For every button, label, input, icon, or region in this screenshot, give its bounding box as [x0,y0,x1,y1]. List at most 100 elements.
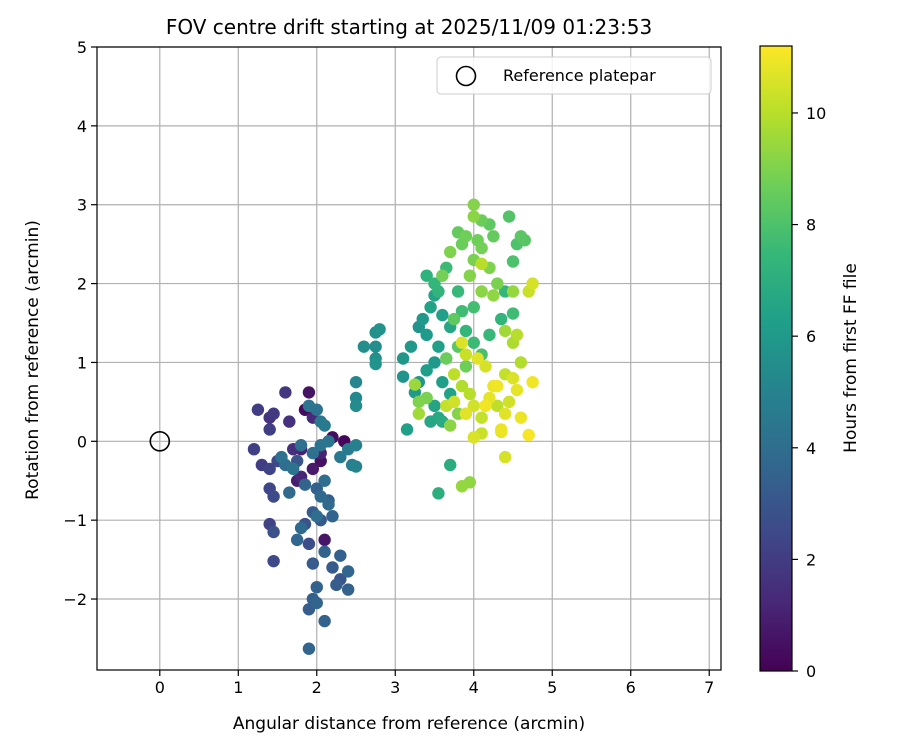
data-point [436,375,449,389]
data-point [491,399,504,413]
y-axis-label: Rotation from reference (arcmin) [23,220,43,500]
data-point [463,387,477,401]
data-point [459,324,473,338]
data-point [479,360,492,373]
data-point [416,312,429,326]
data-point [487,289,500,302]
data-point [412,407,426,420]
data-point [349,460,363,473]
data-point [483,328,496,342]
colorbar-tick-label: 0 [806,662,816,681]
data-point [306,557,320,570]
data-point [322,498,335,511]
data-point [373,323,386,336]
data-point [498,407,512,420]
data-point [408,378,422,391]
data-point [491,379,504,393]
data-point [334,450,347,464]
data-point [287,462,300,476]
data-point [420,364,433,377]
colorbar: 0 2 4 6 8 10 Hours from first FF file [759,45,861,681]
data-point [341,565,355,578]
data-point [334,549,347,562]
data-point [506,307,520,320]
data-point [479,399,492,413]
data-point [290,533,304,547]
data-point [396,352,410,365]
legend-marker [455,65,477,87]
y-tick-label: 5 [77,38,87,57]
data-point [318,419,331,432]
data-point [326,510,339,523]
y-tick-label: 2 [77,275,87,294]
data-point [526,375,539,389]
data-point [436,269,449,282]
data-point [314,490,327,503]
data-point [267,525,280,539]
data-point [526,277,539,290]
data-point [310,510,323,523]
x-tick-label: 0 [155,678,165,697]
data-point [424,301,437,314]
colorbar-ticks: 0 2 4 6 8 10 [792,104,826,681]
y-tick-label: −1 [63,511,87,530]
data-point [467,336,480,349]
data-point [349,399,363,413]
data-point [369,357,382,371]
data-point [475,411,488,424]
data-point [318,533,331,547]
data-point [349,439,363,452]
data-point [467,198,480,211]
y-tick-label: 0 [77,432,87,451]
data-point [455,379,469,393]
data-point [510,383,524,397]
x-tick-label: 2 [312,678,322,697]
x-tick-label: 1 [233,678,243,697]
data-point [487,230,500,243]
data-point [428,277,441,290]
data-point [495,312,508,326]
data-point [451,285,465,298]
plot-frame [96,46,722,671]
data-point [444,245,457,259]
data-point [459,360,473,373]
data-point [412,395,426,409]
x-tick-label: 6 [626,678,636,697]
data-point [506,255,520,268]
data-point [251,403,265,416]
data-point [420,328,433,342]
data-point [306,446,320,460]
data-point [447,368,461,381]
data-point [283,415,296,428]
colorbar-tick-label: 2 [806,550,816,569]
colorbar-tick-label: 4 [806,439,816,458]
data-point [432,487,445,500]
data-point [455,480,469,493]
data-point [428,356,441,369]
data-point [463,269,477,282]
data-point [341,583,355,596]
data-point [294,521,308,535]
data-point [475,285,488,298]
data-point [459,348,473,361]
data-point [318,474,331,487]
data-point [428,399,441,413]
data-point [318,614,331,628]
data-point [294,439,308,452]
data-point [432,340,445,353]
legend-box [436,56,712,95]
data-point [279,386,292,399]
data-point [495,423,508,436]
x-tick-label: 4 [469,678,479,697]
data-point [275,450,288,464]
data-point [404,340,418,353]
data-point [326,561,339,574]
data-point [369,340,382,353]
data-point [440,352,453,365]
data-point [318,545,331,558]
data-point [498,324,512,338]
data-point [459,230,473,243]
data-point [283,486,296,499]
data-point [506,285,520,298]
